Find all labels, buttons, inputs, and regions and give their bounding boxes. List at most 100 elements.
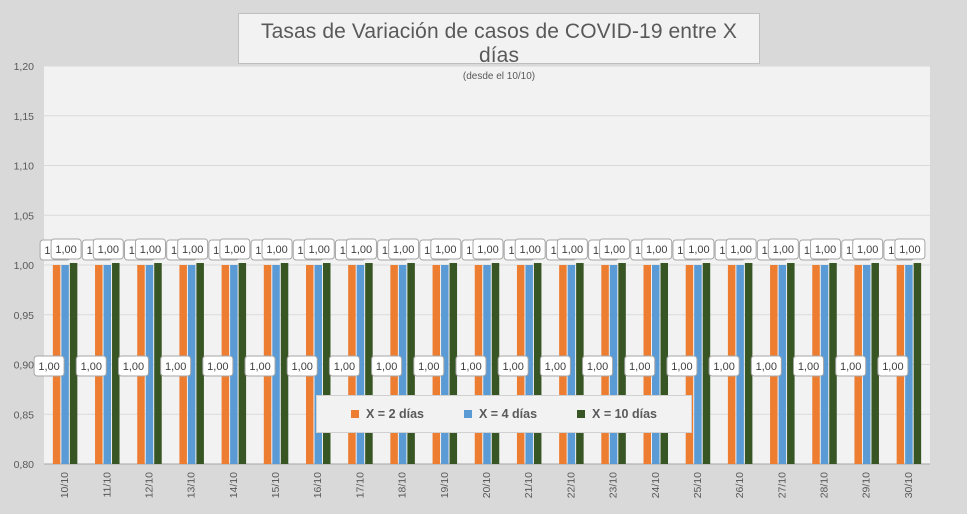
data-label-x2-box [539, 355, 571, 377]
data-label-x2-box [286, 355, 318, 377]
x-tick-label: 25/10 [692, 472, 704, 498]
data-label-x2: 1,00 [334, 361, 355, 373]
x-tick-label: 29/10 [861, 472, 873, 498]
bar [533, 263, 542, 464]
data-label-x2-box [666, 355, 698, 377]
data-label-x2: 1,00 [38, 361, 59, 373]
data-label-x10: 1,00 [266, 244, 287, 256]
legend-label-x10: X = 10 días [592, 407, 657, 421]
data-label-x10: 1,00 [98, 244, 119, 256]
bar [230, 265, 238, 464]
data-label-x10-box [599, 238, 631, 260]
x-tick-label: 15/10 [270, 472, 282, 498]
x-tick-label: 21/10 [523, 472, 535, 498]
bar [491, 263, 500, 464]
data-label-x2-box [455, 355, 487, 377]
data-label-x10: 1,00 [477, 244, 498, 256]
y-tick-label: 0,80 [14, 459, 35, 471]
data-label-x10-box [725, 238, 757, 260]
chart-title-box: Tasas de Variación de casos de COVID-19 … [238, 13, 760, 82]
data-label-x2-box [497, 355, 529, 377]
data-label-x2-box [244, 355, 276, 377]
data-label-x2: 1,00 [545, 361, 566, 373]
bar [145, 265, 154, 464]
data-label-x2-box [371, 355, 403, 377]
x-tick-label: 19/10 [439, 472, 451, 498]
data-label-x10: 1,00 [224, 244, 245, 256]
bar [356, 265, 365, 464]
bar [61, 265, 69, 464]
data-label-x10: 1,00 [309, 244, 330, 256]
data-label-x10-box [767, 238, 799, 260]
x-tick-label: 11/10 [101, 472, 113, 498]
legend-swatch-x4 [464, 410, 472, 418]
x-tick-label: 22/10 [565, 472, 577, 498]
data-label-x2: 1,00 [376, 361, 397, 373]
bar [609, 265, 618, 464]
data-label-x2: 1,00 [756, 361, 777, 373]
x-tick-label: 14/10 [228, 472, 240, 498]
data-label-x10-box [177, 238, 209, 260]
data-label-x10: 1,00 [773, 244, 794, 256]
y-tick-label: 0,95 [14, 310, 35, 322]
y-tick-label: 1,00 [14, 260, 35, 272]
bar [398, 265, 407, 464]
data-label-x10: 1,00 [646, 244, 667, 256]
data-label-x10: 1,00 [55, 244, 76, 256]
x-tick-label: 30/10 [903, 472, 915, 498]
legend-label-x2: X = 2 días [365, 407, 425, 421]
data-label-x10: 1,00 [351, 244, 372, 256]
data-label-x10-box [388, 238, 420, 260]
data-label-x10: 1,00 [857, 244, 878, 256]
bar [694, 265, 702, 464]
data-label-x2-box [75, 355, 107, 377]
data-label-x10-box [472, 238, 504, 260]
x-tick-label: 27/10 [776, 472, 788, 498]
data-label-x2: 1,00 [629, 361, 650, 373]
bar [913, 263, 922, 464]
x-tick-label: 23/10 [608, 472, 620, 498]
bar [905, 265, 913, 464]
data-label-x2: 1,00 [882, 361, 903, 373]
bar [778, 265, 787, 464]
bar [483, 265, 491, 464]
data-label-x10: 1,00 [393, 244, 414, 256]
chart-legend: X = 2 días X = 4 días X = 10 días [316, 395, 692, 433]
bar [525, 265, 533, 464]
data-label-x2-box [708, 355, 740, 377]
data-label-x10-box [514, 238, 546, 260]
bar [365, 263, 373, 464]
y-tick-label: 1,05 [14, 210, 35, 222]
data-label-x2-box [624, 355, 656, 377]
legend-item-x2: X = 2 días [350, 407, 425, 421]
bar [820, 265, 829, 464]
data-label-x2: 1,00 [671, 361, 692, 373]
data-label-x10-box [894, 238, 926, 260]
bar [871, 263, 879, 464]
bar [736, 265, 744, 464]
x-tick-label: 10/10 [59, 472, 71, 498]
data-label-x2: 1,00 [840, 361, 861, 373]
data-label-x2: 1,00 [587, 361, 608, 373]
data-label-x10-box [261, 238, 293, 260]
legend-swatch-x2 [350, 410, 359, 418]
bar [441, 265, 449, 464]
bar [787, 263, 795, 464]
data-label-x10: 1,00 [688, 244, 709, 256]
data-label-x2-box [160, 355, 192, 377]
data-label-x10-box [50, 238, 82, 260]
data-label-x2: 1,00 [207, 361, 228, 373]
data-label-x10-box [345, 238, 377, 260]
bar [196, 263, 204, 464]
data-label-x10-box [556, 238, 588, 260]
chart-subtitle: (desde el 10/10) [462, 71, 536, 82]
data-label-x2: 1,00 [123, 361, 144, 373]
y-tick-label: 1,10 [14, 161, 35, 173]
chart-title: Tasas de Variación de casos de COVID-19 … [261, 20, 737, 67]
y-tick-label: 1,15 [14, 111, 35, 123]
data-label-x10: 1,00 [435, 244, 456, 256]
data-label-x10-box [683, 238, 715, 260]
data-label-x10-box [219, 238, 251, 260]
data-label-x2-box [793, 355, 825, 377]
data-label-x10-box [303, 238, 335, 260]
